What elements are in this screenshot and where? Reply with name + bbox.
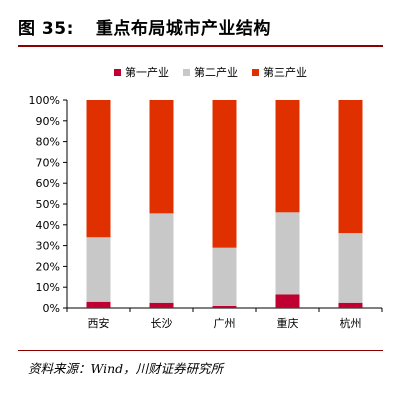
bar-segment <box>149 213 174 303</box>
bar-segment <box>149 100 174 214</box>
y-tick-label: 90% <box>36 115 60 128</box>
y-tick-label: 100% <box>29 94 60 107</box>
bar-segment <box>212 247 237 306</box>
legend-label: 第二产业 <box>194 65 238 79</box>
x-tick-label: 重庆 <box>277 316 299 330</box>
legend-swatch <box>252 69 259 76</box>
bars <box>86 100 363 308</box>
legend-swatch <box>183 69 190 76</box>
bar-segment <box>275 100 300 213</box>
legend: 第一产业 第二产业 第三产业 <box>114 65 307 79</box>
axes: 0% 10% 20% 30% 40% 50% 60% 70% 80% 90% 100% 西安 长沙 广州 重… <box>29 94 383 330</box>
y-tick-label: 50% <box>36 198 60 211</box>
bar-segment <box>212 305 237 308</box>
bar-segment <box>338 233 363 303</box>
title-rule <box>18 45 383 47</box>
y-tick-label: 70% <box>36 156 60 169</box>
bar-segment <box>338 302 363 308</box>
figure-title-text: 重点布局城市产业结构 <box>95 19 271 39</box>
legend-swatch <box>114 69 121 76</box>
x-tick-label: 广州 <box>214 317 236 330</box>
legend-label: 第一产业 <box>125 65 169 79</box>
bar-segment <box>86 237 111 302</box>
x-tick-label: 长沙 <box>151 317 173 330</box>
y-tick-label: 40% <box>36 219 60 232</box>
bar-segment <box>149 302 174 308</box>
x-tick-label: 杭州 <box>340 316 362 330</box>
y-tick-label: 10% <box>36 281 60 294</box>
source-note: 资料来源：Wind，川财证券研究所 <box>28 361 224 376</box>
y-tick-label: 20% <box>36 260 60 273</box>
bar-segment <box>338 100 363 234</box>
y-tick-label: 60% <box>36 177 60 190</box>
source-rule <box>18 350 383 351</box>
x-tick-label: 西安 <box>88 316 110 330</box>
bar-segment <box>275 294 300 308</box>
figure-title: 图 35: 重点布局城市产业结构 <box>18 14 271 39</box>
legend-label: 第三产业 <box>263 65 307 79</box>
bar-segment <box>212 100 237 248</box>
bar-segment <box>86 301 111 308</box>
y-tick-label: 0% <box>43 302 60 315</box>
y-tick-label: 30% <box>36 240 60 253</box>
bar-segment <box>275 212 300 295</box>
figure-number: 图 35: <box>18 19 74 39</box>
bar-segment <box>86 100 111 238</box>
y-tick-label: 80% <box>36 136 60 149</box>
